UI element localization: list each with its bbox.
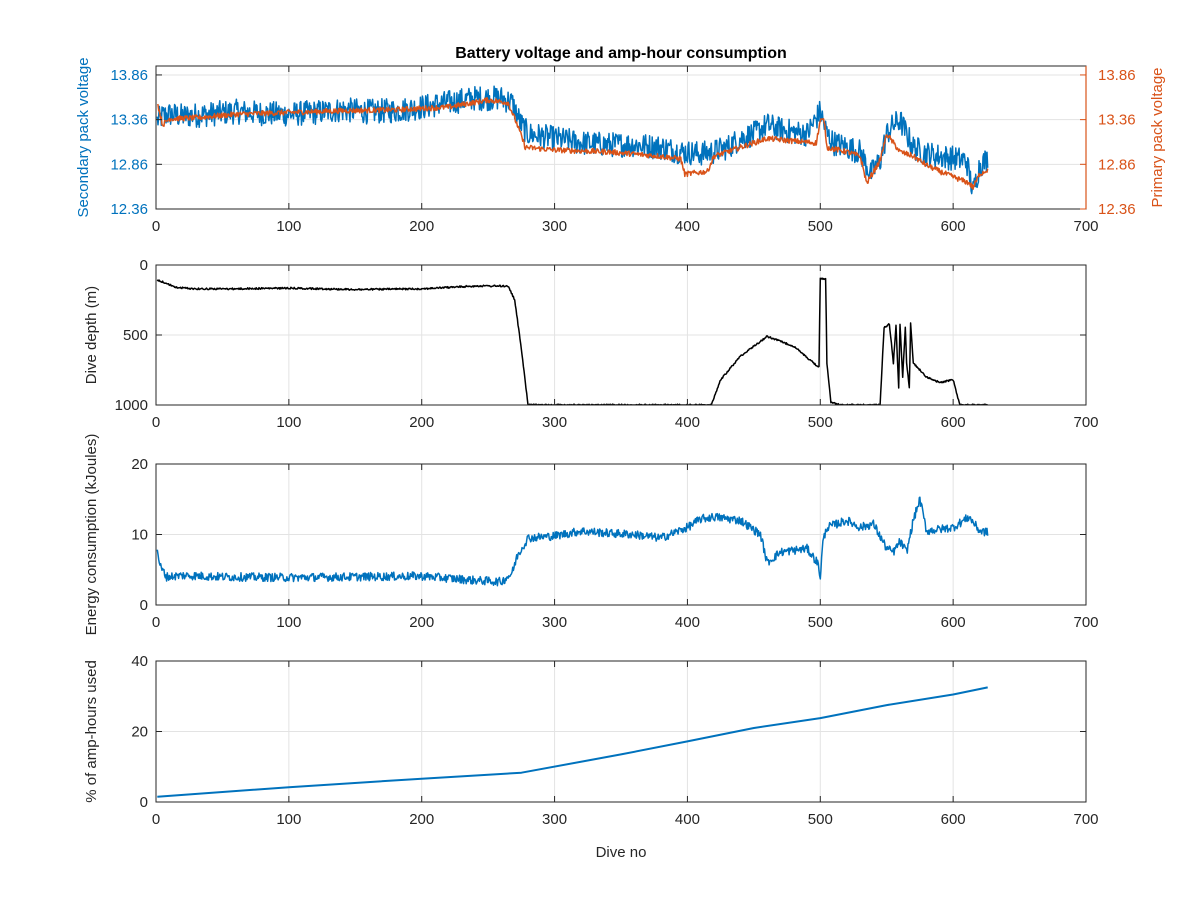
x-tick-label: 100 xyxy=(276,218,301,235)
x-axis-label: Dive no xyxy=(596,844,647,861)
x-tick-label: 500 xyxy=(808,614,833,631)
x-tick-label: 200 xyxy=(409,414,434,431)
x-tick-label: 400 xyxy=(675,414,700,431)
x-tick-label: 400 xyxy=(675,218,700,235)
y-tick-label: 0 xyxy=(140,257,148,274)
y-tick-label: 1000 xyxy=(115,397,148,414)
y-axis-label: Secondary pack voltage xyxy=(75,57,92,217)
x-tick-label: 300 xyxy=(542,811,567,828)
series-line-voltage-0 xyxy=(156,85,989,195)
x-tick-label: 300 xyxy=(542,414,567,431)
x-tick-label: 0 xyxy=(152,614,160,631)
y-tick-label: 12.36 xyxy=(110,201,148,218)
x-tick-label: 700 xyxy=(1073,811,1098,828)
y-tick-label: 13.86 xyxy=(110,67,148,84)
chart-title: Battery voltage and amp-hour consumption xyxy=(455,45,787,62)
x-tick-label: 600 xyxy=(941,414,966,431)
subplot-amphours: 0 100 200 300 400 500 600 700 0 20 40 % of amp-hour… xyxy=(83,653,1099,861)
y-right-tick-label: 12.36 xyxy=(1098,201,1136,218)
y-right-tick-label: 12.86 xyxy=(1098,156,1136,173)
x-tick-label: 300 xyxy=(542,218,567,235)
x-tick-label: 600 xyxy=(941,218,966,235)
x-tick-label: 0 xyxy=(152,414,160,431)
x-tick-label: 0 xyxy=(152,811,160,828)
x-tick-label: 100 xyxy=(276,414,301,431)
series-line-voltage-1 xyxy=(156,96,989,191)
y-tick-label: 20 xyxy=(131,724,148,741)
subplot-energy: 0 100 200 300 400 500 600 700 0 10 20 Energy consum… xyxy=(83,434,1099,636)
y-tick-label: 10 xyxy=(131,527,148,544)
y-tick-label: 20 xyxy=(131,456,148,473)
series-line-amphours-0 xyxy=(157,686,988,798)
x-tick-label: 700 xyxy=(1073,218,1098,235)
subplot-panels: 0 100 200 300 400 500 600 70012.3612.8613.3613.… xyxy=(75,57,1166,861)
x-tick-label: 400 xyxy=(675,811,700,828)
y-axis-label: Dive depth (m) xyxy=(83,286,100,384)
subplot-depth: 0 100 200 300 400 500 600 700 0 500 1000 Dive depth… xyxy=(83,257,1099,431)
x-tick-label: 500 xyxy=(808,414,833,431)
y-tick-label: 12.86 xyxy=(110,156,148,173)
x-tick-label: 200 xyxy=(409,811,434,828)
y-axis-label-right: Primary pack voltage xyxy=(1149,67,1166,207)
x-tick-label: 0 xyxy=(152,218,160,235)
x-tick-label: 200 xyxy=(409,218,434,235)
x-tick-label: 700 xyxy=(1073,614,1098,631)
subplot-voltage: 0 100 200 300 400 500 600 70012.3612.8613.3613.… xyxy=(75,57,1166,235)
x-tick-label: 600 xyxy=(941,811,966,828)
y-tick-label: 0 xyxy=(140,597,148,614)
x-tick-label: 300 xyxy=(542,614,567,631)
y-tick-label: 500 xyxy=(123,327,148,344)
y-axis-label: % of amp-hours used xyxy=(83,660,100,803)
x-tick-label: 600 xyxy=(941,614,966,631)
y-axis-label: Energy consumption (kJoules) xyxy=(83,434,100,636)
y-right-tick-label: 13.36 xyxy=(1098,112,1136,129)
y-tick-label: 0 xyxy=(140,794,148,811)
y-right-tick-label: 13.86 xyxy=(1098,67,1136,84)
series-line-energy-0 xyxy=(156,496,989,587)
x-tick-label: 100 xyxy=(276,614,301,631)
y-tick-label: 13.36 xyxy=(110,112,148,129)
x-tick-label: 500 xyxy=(808,218,833,235)
x-tick-label: 700 xyxy=(1073,414,1098,431)
x-tick-label: 200 xyxy=(409,614,434,631)
x-tick-label: 100 xyxy=(276,811,301,828)
x-tick-label: 500 xyxy=(808,811,833,828)
y-tick-label: 40 xyxy=(131,653,148,670)
x-tick-label: 400 xyxy=(675,614,700,631)
